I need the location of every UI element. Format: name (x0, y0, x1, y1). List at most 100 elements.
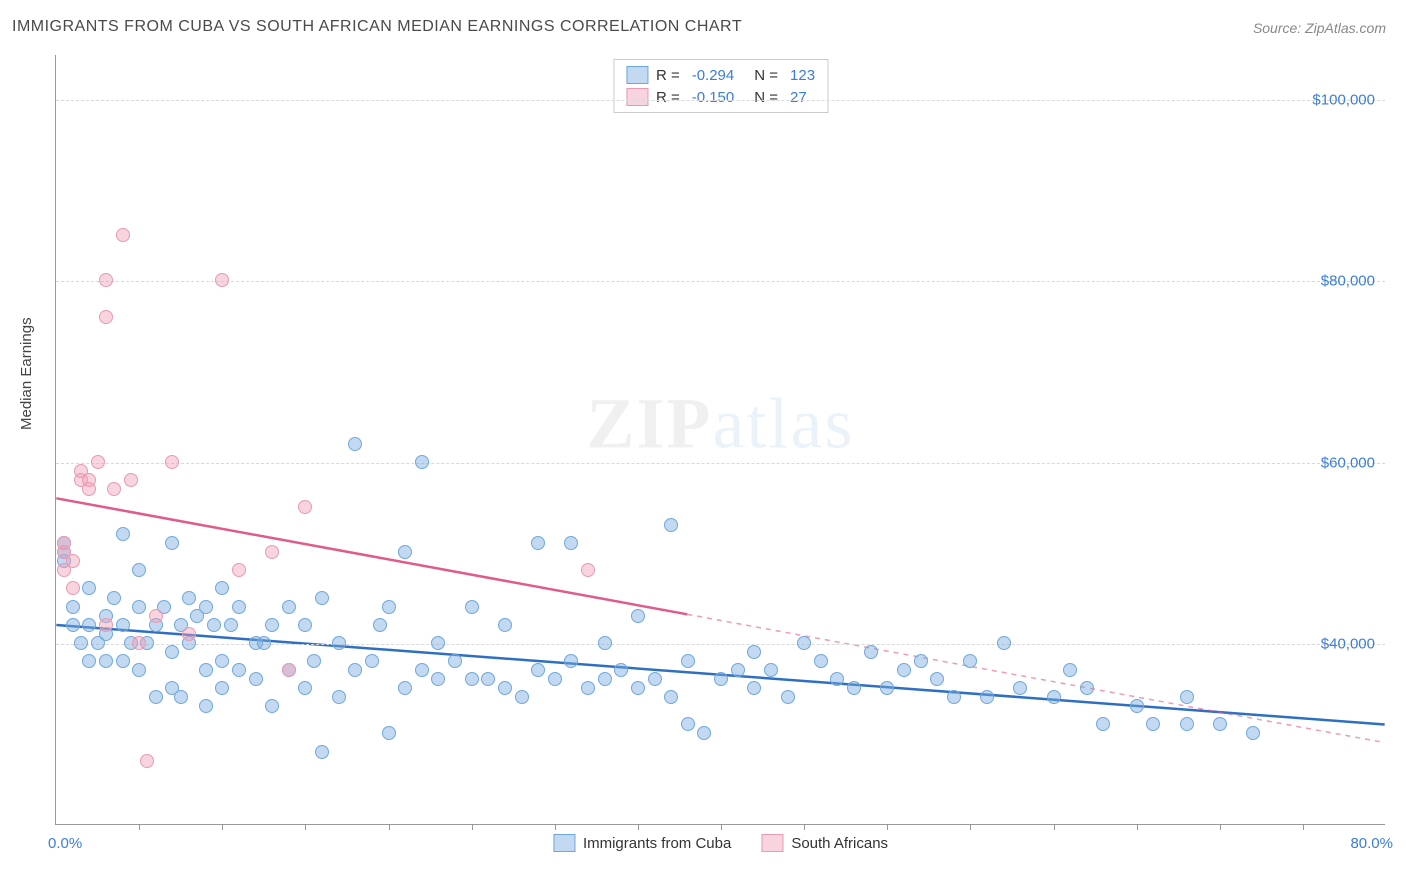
n-value: 27 (790, 89, 807, 106)
x-tick (804, 824, 805, 830)
data-point-cuba (66, 618, 80, 632)
data-point-cuba (74, 636, 88, 650)
gridline (56, 463, 1385, 464)
data-point-cuba (257, 636, 271, 650)
data-point-cuba (598, 636, 612, 650)
data-point-cuba (1130, 699, 1144, 713)
data-point-cuba (830, 672, 844, 686)
data-point-cuba (980, 690, 994, 704)
data-point-cuba (465, 600, 479, 614)
data-point-cuba (1180, 717, 1194, 731)
data-point-cuba (714, 672, 728, 686)
data-point-cuba (897, 663, 911, 677)
data-point-cuba (564, 654, 578, 668)
x-tick (305, 824, 306, 830)
data-point-cuba (664, 690, 678, 704)
data-point-sa (124, 473, 138, 487)
legend-swatch (761, 834, 783, 852)
data-point-cuba (548, 672, 562, 686)
n-label: N = (754, 67, 778, 84)
data-point-cuba (415, 455, 429, 469)
data-point-sa (99, 273, 113, 287)
x-tick (472, 824, 473, 830)
x-tick (1054, 824, 1055, 830)
data-point-cuba (1180, 690, 1194, 704)
data-point-cuba (315, 591, 329, 605)
n-label: N = (754, 89, 778, 106)
data-point-cuba (614, 663, 628, 677)
data-point-cuba (315, 745, 329, 759)
data-point-cuba (132, 663, 146, 677)
data-point-cuba (448, 654, 462, 668)
data-point-cuba (880, 681, 894, 695)
data-point-cuba (307, 654, 321, 668)
legend-swatch (553, 834, 575, 852)
data-point-sa (66, 554, 80, 568)
data-point-cuba (1047, 690, 1061, 704)
data-point-cuba (1146, 717, 1160, 731)
data-point-cuba (382, 600, 396, 614)
x-tick (1303, 824, 1304, 830)
data-point-cuba (631, 609, 645, 623)
data-point-cuba (165, 536, 179, 550)
chart-title: IMMIGRANTS FROM CUBA VS SOUTH AFRICAN ME… (12, 18, 742, 36)
legend-item: South Africans (761, 834, 888, 852)
data-point-cuba (332, 690, 346, 704)
data-point-cuba (199, 663, 213, 677)
trendline-sa (56, 498, 687, 614)
data-point-cuba (373, 618, 387, 632)
data-point-sa (215, 273, 229, 287)
data-point-cuba (681, 717, 695, 731)
data-point-cuba (697, 726, 711, 740)
data-point-sa (165, 455, 179, 469)
series-legend: Immigrants from Cuba South Africans (553, 834, 888, 852)
x-tick (887, 824, 888, 830)
y-axis-label: Median Earnings (18, 317, 35, 430)
data-point-sa (581, 563, 595, 577)
data-point-cuba (365, 654, 379, 668)
data-point-cuba (282, 600, 296, 614)
data-point-cuba (631, 681, 645, 695)
correlation-legend: R =-0.294N =123R =-0.150N =27 (613, 59, 828, 113)
watermark: ZIPatlas (587, 383, 855, 466)
data-point-sa (140, 754, 154, 768)
data-point-cuba (681, 654, 695, 668)
data-point-sa (82, 482, 96, 496)
data-point-cuba (398, 681, 412, 695)
legend-row-cuba: R =-0.294N =123 (626, 64, 815, 86)
data-point-cuba (465, 672, 479, 686)
data-point-cuba (481, 672, 495, 686)
r-value: -0.294 (692, 67, 735, 84)
data-point-cuba (149, 690, 163, 704)
trendlines-layer (56, 55, 1385, 824)
data-point-cuba (431, 672, 445, 686)
legend-swatch-cuba (626, 66, 648, 84)
data-point-sa (232, 563, 246, 577)
data-point-cuba (564, 536, 578, 550)
x-tick (1137, 824, 1138, 830)
data-point-cuba (1013, 681, 1027, 695)
y-tick-label: $40,000 (1321, 635, 1375, 652)
data-point-cuba (1213, 717, 1227, 731)
data-point-cuba (82, 654, 96, 668)
data-point-cuba (265, 618, 279, 632)
data-point-cuba (431, 636, 445, 650)
y-tick-label: $80,000 (1321, 273, 1375, 290)
data-point-cuba (531, 536, 545, 550)
data-point-cuba (947, 690, 961, 704)
x-tick (222, 824, 223, 830)
data-point-sa (66, 581, 80, 595)
data-point-cuba (598, 672, 612, 686)
data-point-cuba (797, 636, 811, 650)
data-point-cuba (747, 681, 761, 695)
data-point-cuba (82, 618, 96, 632)
data-point-cuba (132, 600, 146, 614)
data-point-cuba (348, 437, 362, 451)
x-tick (139, 824, 140, 830)
legend-row-sa: R =-0.150N =27 (626, 86, 815, 108)
legend-item: Immigrants from Cuba (553, 834, 731, 852)
data-point-cuba (914, 654, 928, 668)
data-point-cuba (224, 618, 238, 632)
x-tick (638, 824, 639, 830)
data-point-sa (91, 455, 105, 469)
